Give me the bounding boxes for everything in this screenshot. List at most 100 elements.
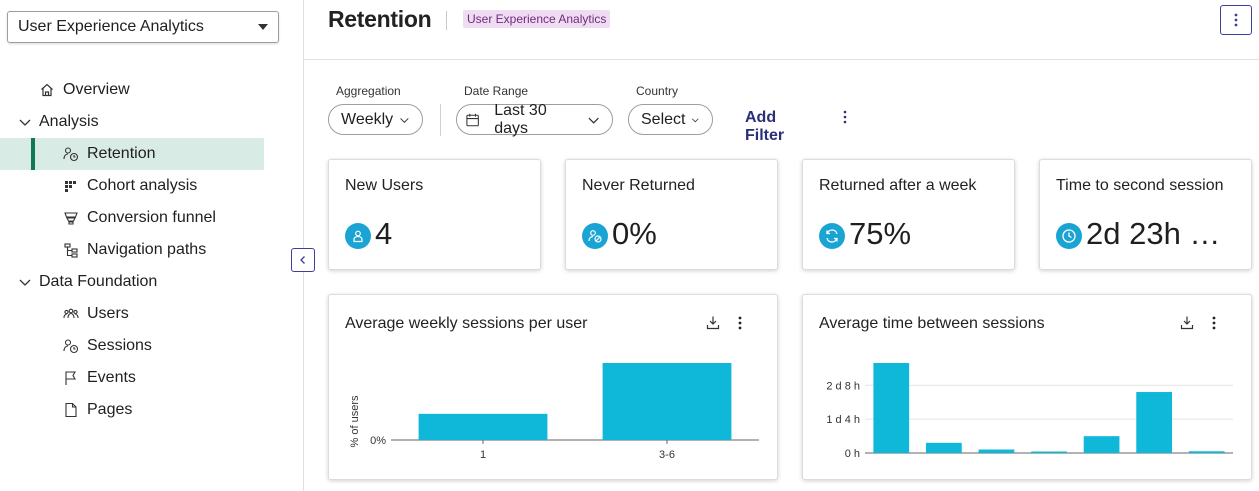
chart-bar[interactable] xyxy=(602,363,732,440)
filter-more-button[interactable] xyxy=(843,110,847,129)
flag-icon xyxy=(62,369,80,387)
country-value: Select xyxy=(641,110,686,128)
chart-bar[interactable] xyxy=(418,413,548,440)
more-vertical-icon xyxy=(1234,13,1238,27)
sidebar-item-sessions[interactable]: Sessions xyxy=(0,330,304,362)
clock-icon xyxy=(1056,223,1082,249)
chevron-down-icon xyxy=(16,113,34,131)
chevron-down-icon xyxy=(16,273,34,291)
sidebar-item-users[interactable]: Users xyxy=(0,298,304,330)
sidebar-nav: Overview Analysis Retention Cohort analy… xyxy=(0,74,304,426)
chart-bar[interactable] xyxy=(978,449,1015,453)
time-between-sessions-chart: 0 h 1 d 4 h 2 d 8 h xyxy=(826,363,1233,460)
add-filter-button[interactable]: Add Filter xyxy=(745,109,785,144)
user-clock-icon xyxy=(62,337,80,355)
sidebar-item-events[interactable]: Events xyxy=(0,362,304,394)
y-tick-label: 2 d 8 h xyxy=(826,380,860,392)
chevron-down-icon xyxy=(400,117,409,123)
sidebar-item-label: Users xyxy=(87,305,129,322)
kpi-label: Never Returned xyxy=(582,177,695,194)
user-clock-icon xyxy=(62,145,80,163)
chevron-down-icon xyxy=(692,118,700,122)
chart-bar[interactable] xyxy=(1188,451,1225,453)
sidebar-item-navigation-paths[interactable]: Navigation paths xyxy=(0,234,304,266)
page-header: Retention User Experience Analytics xyxy=(304,0,1259,60)
sidebar-item-retention[interactable]: Retention xyxy=(0,138,264,170)
sidebar-item-label: Overview xyxy=(63,81,130,98)
aggregation-value: Weekly xyxy=(341,110,394,128)
page-menu-button[interactable] xyxy=(1220,5,1252,35)
chart-title: Average weekly sessions per user xyxy=(345,315,588,332)
sidebar-item-overview[interactable]: Overview xyxy=(0,74,304,106)
page-title: Retention xyxy=(328,6,432,32)
collapse-sidebar-button[interactable] xyxy=(291,248,315,272)
user-cancel-icon xyxy=(582,223,608,249)
kpi-card-time-to-second-session: Time to second session 2d 23h … xyxy=(1039,159,1252,270)
weekly-sessions-chart: % of users 0% 1 3-6 xyxy=(349,363,759,461)
country-label: Country xyxy=(636,84,679,98)
country-dropdown[interactable]: Select xyxy=(628,104,713,135)
download-icon[interactable] xyxy=(706,315,720,330)
kpi-card-new-users: New Users 4 xyxy=(328,159,541,270)
more-vertical-icon[interactable] xyxy=(1212,316,1216,330)
kpi-label: Returned after a week xyxy=(819,177,977,194)
sidebar-item-label: Retention xyxy=(87,145,156,162)
y-tick-label: 0 h xyxy=(845,448,860,460)
home-icon xyxy=(38,81,56,99)
chart-bar[interactable] xyxy=(1031,451,1067,454)
chevron-left-icon xyxy=(300,256,305,264)
date-range-dropdown[interactable]: Last 30 days xyxy=(456,101,613,137)
grid-icon xyxy=(62,177,80,195)
sidebar: User Experience Analytics Overview Analy… xyxy=(0,0,304,491)
date-range-filter: Date Range Last 30 days xyxy=(456,84,613,137)
download-icon[interactable] xyxy=(1180,315,1194,330)
more-vertical-icon[interactable] xyxy=(738,316,742,330)
aggregation-filter: Aggregation Weekly xyxy=(328,84,423,135)
chart-bar[interactable] xyxy=(1136,392,1173,453)
sidebar-item-cohort-analysis[interactable]: Cohort analysis xyxy=(0,170,304,202)
calendar-icon xyxy=(466,113,479,126)
kpi-label: Time to second session xyxy=(1056,177,1224,194)
date-range-label: Date Range xyxy=(464,84,529,98)
y-tick-label: 0% xyxy=(370,435,386,447)
users-icon xyxy=(62,305,80,323)
tree-icon xyxy=(62,241,80,259)
x-tick-label: 3-6 xyxy=(659,449,675,461)
more-vertical-icon xyxy=(843,110,847,124)
chart-card-time-between-sessions: Average time between sessions 0 h 1 d 4 h… xyxy=(802,294,1252,480)
kpi-card-never-returned: Never Returned 0% xyxy=(565,159,778,270)
page-icon xyxy=(62,401,80,419)
kpi-label: New Users xyxy=(345,177,424,194)
sidebar-item-label: Pages xyxy=(87,401,133,418)
funnel-icon xyxy=(62,209,80,227)
date-range-value: Last 30 days xyxy=(494,101,547,137)
chevron-down-icon xyxy=(588,117,599,124)
chart-bar[interactable] xyxy=(1083,436,1120,453)
chart-actions xyxy=(706,315,742,330)
sidebar-item-label: Cohort analysis xyxy=(87,177,198,194)
aggregation-label: Aggregation xyxy=(336,84,401,98)
refresh-icon xyxy=(819,223,845,249)
aggregation-dropdown[interactable]: Weekly xyxy=(328,104,423,135)
chart-card-weekly-sessions: Average weekly sessions per user % of us… xyxy=(328,294,778,480)
kpi-value: 4 xyxy=(375,216,393,251)
app-select-dropdown[interactable]: User Experience Analytics xyxy=(7,11,279,43)
sidebar-item-pages[interactable]: Pages xyxy=(0,394,304,426)
user-icon xyxy=(345,223,371,249)
kpi-value: 0% xyxy=(612,216,657,251)
sidebar-item-label: Analysis xyxy=(39,113,99,130)
country-filter: Country Select xyxy=(628,84,713,135)
sidebar-group-data-foundation[interactable]: Data Foundation xyxy=(0,266,304,298)
sidebar-item-label: Conversion funnel xyxy=(87,209,216,226)
chart-bar[interactable] xyxy=(925,442,962,453)
sidebar-item-label: Data Foundation xyxy=(39,273,158,290)
chart-bar[interactable] xyxy=(873,363,910,453)
y-tick-label: 1 d 4 h xyxy=(826,414,860,426)
kpi-value: 75% xyxy=(849,216,912,251)
sidebar-item-label: Sessions xyxy=(87,337,152,354)
sidebar-group-analysis[interactable]: Analysis xyxy=(0,106,304,138)
chart-title: Average time between sessions xyxy=(819,315,1045,332)
caret-down-icon xyxy=(258,24,268,30)
sidebar-item-conversion-funnel[interactable]: Conversion funnel xyxy=(0,202,304,234)
app-badge: User Experience Analytics xyxy=(463,10,611,28)
